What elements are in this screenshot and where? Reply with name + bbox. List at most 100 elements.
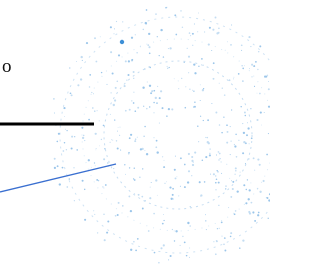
speckle xyxy=(174,14,176,16)
speckle xyxy=(238,140,239,141)
speckle xyxy=(219,228,220,229)
speckle xyxy=(204,31,205,32)
speckle xyxy=(265,76,267,78)
speckle xyxy=(143,136,144,137)
speckle xyxy=(167,68,168,69)
speckle xyxy=(110,92,111,93)
speckle xyxy=(174,240,175,241)
speckle xyxy=(204,181,206,183)
speckle xyxy=(220,158,221,159)
speckle xyxy=(216,240,218,242)
speckle xyxy=(242,80,243,81)
speckle xyxy=(142,87,144,89)
speckle xyxy=(149,67,151,69)
speckle xyxy=(169,67,170,68)
speckle xyxy=(158,262,160,264)
speckle xyxy=(175,177,177,179)
speckle xyxy=(147,81,148,82)
speckle xyxy=(149,197,151,199)
speckle xyxy=(242,68,244,70)
speckle xyxy=(122,205,124,207)
speckle xyxy=(257,188,258,189)
speckle xyxy=(202,160,204,162)
speckle xyxy=(71,147,73,149)
speckle xyxy=(200,100,201,101)
speckle xyxy=(234,213,236,215)
speckle xyxy=(142,168,143,169)
speckle xyxy=(208,142,210,144)
speckle xyxy=(107,162,109,164)
speckle xyxy=(118,127,119,128)
speckle xyxy=(134,193,135,194)
speckle xyxy=(81,127,83,129)
speckle xyxy=(74,136,75,137)
speckle xyxy=(153,112,154,113)
speckle xyxy=(155,146,157,148)
speckle xyxy=(145,200,146,201)
speckle xyxy=(254,170,255,171)
speckle xyxy=(205,220,206,221)
speckle xyxy=(84,140,85,141)
speckle xyxy=(172,194,174,196)
speckle xyxy=(193,91,194,92)
speckle xyxy=(146,9,148,11)
speckle xyxy=(149,106,150,107)
speckle xyxy=(174,169,176,171)
speckle xyxy=(254,220,256,222)
speckle xyxy=(145,22,147,24)
speckle xyxy=(134,167,135,168)
speckle xyxy=(120,127,121,128)
speckle xyxy=(261,125,262,126)
speckle xyxy=(71,136,73,138)
speckle xyxy=(175,156,176,157)
speckle xyxy=(207,119,209,121)
speckle xyxy=(224,237,226,239)
speckle xyxy=(253,65,255,67)
speckle xyxy=(249,68,250,69)
speckle xyxy=(77,84,79,86)
speckle xyxy=(241,44,243,46)
speckle xyxy=(166,181,167,182)
speckle xyxy=(180,157,182,159)
speckle xyxy=(207,137,208,138)
speckle xyxy=(252,76,253,77)
speckle xyxy=(141,196,143,198)
speckle xyxy=(144,126,146,128)
speckle xyxy=(213,241,214,242)
speckle xyxy=(234,145,236,147)
speckle xyxy=(253,157,255,159)
speckle xyxy=(221,173,222,174)
speckle xyxy=(190,206,191,207)
speckle xyxy=(124,85,126,87)
speckle xyxy=(222,236,223,237)
speckle xyxy=(224,94,226,96)
speckle xyxy=(217,171,218,172)
speckle xyxy=(252,211,254,213)
speckle xyxy=(251,64,253,66)
speckle xyxy=(216,154,217,155)
speckle xyxy=(119,135,120,136)
speckle xyxy=(102,186,103,187)
speckle xyxy=(162,107,164,109)
speckle xyxy=(235,134,236,135)
speckle xyxy=(259,45,261,47)
speckle xyxy=(247,122,248,123)
speckle xyxy=(239,247,241,249)
speckle xyxy=(155,13,157,15)
speckle xyxy=(246,134,248,136)
speckle xyxy=(229,178,230,179)
speckle xyxy=(257,69,258,70)
speckle xyxy=(247,127,249,129)
speckle xyxy=(160,29,162,31)
speckle xyxy=(105,184,107,186)
speckle xyxy=(88,119,90,121)
speckle xyxy=(81,56,83,58)
speckle xyxy=(187,222,189,224)
speckle xyxy=(125,174,126,175)
speckle xyxy=(186,255,188,257)
speckle xyxy=(162,223,164,225)
speckle xyxy=(156,140,158,142)
speckle xyxy=(168,48,169,49)
speckle xyxy=(238,73,240,75)
speckle xyxy=(215,189,216,190)
